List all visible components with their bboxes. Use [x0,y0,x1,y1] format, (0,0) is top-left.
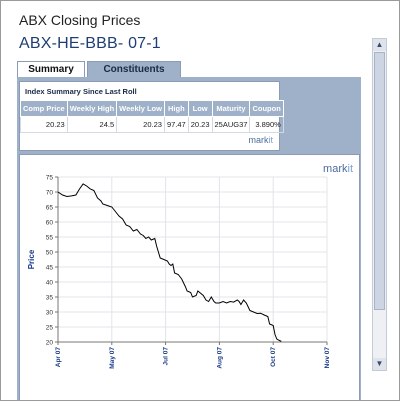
y-tick-label: 20 [46,340,54,347]
summary-header-row: Comp Price Weekly High Weekly Low High L… [20,100,284,117]
main-content: ABX Closing Prices ABX-HE-BBB- 07-1 Summ… [1,1,371,400]
x-tick-label: Aug 07 [216,347,223,369]
price-line-chart: 20 25 30 35 40 45 50 55 60 65 70 75 Apr 07 May 07 Jul … [27,175,331,369]
y-tick-label: 45 [46,265,54,272]
scrollbar-thumb[interactable] [374,52,385,310]
x-tick-label: Jul 07 [163,347,170,366]
y-axis-label: Price [27,249,36,269]
cell-high: 97.47 [163,116,189,133]
price-chart-box: markit 20 25 30 35 40 45 50 55 60 65 70 75 Apr 07 May… [19,154,360,400]
page-title: ABX Closing Prices [19,12,141,28]
y-tick-label: 35 [46,295,54,302]
vertical-scrollbar[interactable]: ▲ ▼ [372,38,387,371]
col-coupon: Coupon [249,100,284,117]
cell-weekly-low: 20.23 [116,116,165,133]
summary-table: Comp Price Weekly High Weekly Low High L… [20,100,284,133]
tab-panel: Index Summary Since Last Roll Comp Price… [17,77,361,400]
x-tick-label: May 07 [109,347,116,369]
col-low: Low [187,100,213,117]
summary-heading: Index Summary Since Last Roll [25,87,137,96]
price-series-line [57,183,282,342]
x-tick-label: Nov 07 [324,347,331,369]
cell-weekly-high: 24.5 [66,116,118,133]
y-tick-label: 30 [46,310,54,317]
index-summary-box: Index Summary Since Last Roll Comp Price… [19,81,284,151]
x-tick-label: Apr 07 [55,347,62,368]
tab-constituents[interactable]: Constituents [87,61,181,78]
markit-logo-small: markit [249,135,274,145]
y-tick-label: 65 [46,205,54,212]
y-tick-label: 40 [46,280,54,287]
cell-comp-price: 20.23 [20,116,68,133]
logo-part-1: mark [323,163,348,175]
y-tick-label: 60 [46,220,54,227]
y-tick-label: 50 [46,250,54,257]
logo-part-2: it [268,135,274,145]
y-tick-label: 75 [46,175,54,182]
summary-data-row: 20.23 24.5 20.23 97.47 20.23 25AUG37 3.8… [20,116,284,133]
tab-summary[interactable]: Summary [17,61,85,78]
scroll-down-arrow-icon[interactable]: ▼ [373,358,386,370]
cell-coupon: 3.890% [249,116,284,133]
col-maturity: Maturity [211,100,251,117]
logo-part-1: mark [248,135,269,145]
col-high: High [163,100,189,117]
x-tick-label: Oct 07 [270,347,277,367]
markit-logo: markit [323,163,353,175]
y-tick-label: 55 [46,235,54,242]
index-name: ABX-HE-BBB- 07-1 [19,35,161,52]
scroll-up-arrow-icon[interactable]: ▲ [373,39,386,51]
cell-maturity: 25AUG37 [211,116,251,133]
logo-part-2: it [347,163,354,175]
col-comp-price: Comp Price [20,100,68,117]
col-weekly-low: Weekly Low [116,100,165,117]
col-weekly-high: Weekly High [66,100,118,117]
cell-low: 20.23 [187,116,213,133]
y-tick-label: 25 [46,325,54,332]
y-tick-label: 70 [46,190,54,197]
